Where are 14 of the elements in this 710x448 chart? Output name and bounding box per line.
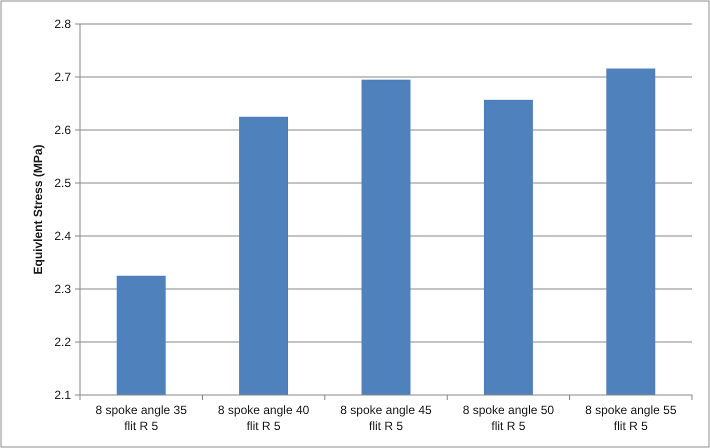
y-axis-title: Equivlent Stress (MPa) bbox=[31, 144, 45, 275]
y-tick-label: 2.5 bbox=[54, 176, 72, 190]
y-tick-label: 2.2 bbox=[54, 335, 72, 350]
x-tick-label: 8 spoke angle 35 flit R 5 bbox=[95, 403, 188, 433]
y-tick-label: 2.8 bbox=[54, 17, 72, 32]
y-tick-label: 2.4 bbox=[54, 229, 72, 244]
y-tick-label: 2.3 bbox=[54, 282, 72, 296]
x-tick-label: 8 spoke angle 55 flit R 5 bbox=[585, 403, 677, 433]
x-tick-label: 8 spoke angle 40 flit R 5 bbox=[218, 403, 310, 433]
y-tick-label: 2.1 bbox=[54, 388, 72, 402]
x-tick-label: 8 spoke angle 50 flit R 5 bbox=[462, 403, 554, 433]
x-tick-label: 8 spoke angle 45 flit R 5 bbox=[340, 403, 432, 433]
y-tick-label: 2.7 bbox=[54, 70, 72, 84]
y-tick-label: 2.6 bbox=[54, 123, 72, 138]
